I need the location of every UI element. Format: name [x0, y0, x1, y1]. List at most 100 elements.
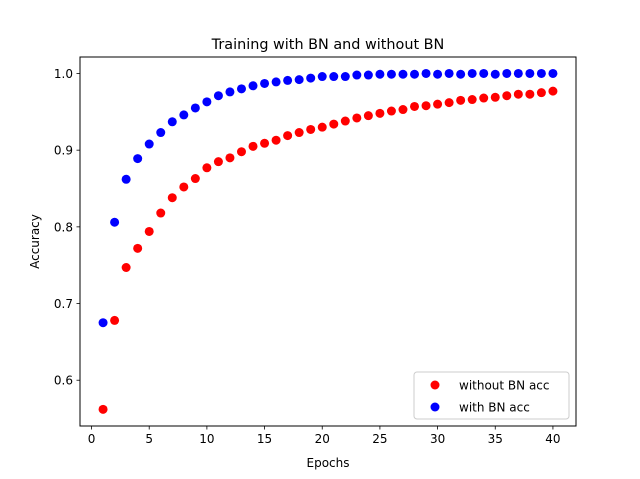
point-without-bn: [490, 92, 500, 102]
plot-frame: [79, 56, 577, 427]
point-with-bn: [202, 97, 212, 107]
point-with-bn: [98, 318, 108, 328]
point-with-bn: [421, 68, 431, 78]
point-without-bn: [536, 88, 546, 98]
x-tick-label: 25: [372, 432, 387, 446]
point-without-bn: [306, 124, 316, 134]
point-without-bn: [260, 138, 270, 148]
point-without-bn: [167, 193, 177, 203]
point-with-bn: [352, 70, 362, 80]
point-without-bn: [386, 106, 396, 116]
point-without-bn: [410, 101, 420, 111]
point-with-bn: [317, 72, 327, 82]
y-tick-label: 0.8: [54, 220, 73, 234]
legend-label-without-bn: without BN acc: [459, 379, 550, 393]
point-without-bn: [467, 95, 477, 105]
point-with-bn: [283, 75, 293, 85]
point-with-bn: [479, 68, 489, 78]
point-without-bn: [421, 101, 431, 111]
point-without-bn: [317, 122, 327, 132]
x-tick-label: 35: [488, 432, 503, 446]
point-without-bn: [144, 226, 154, 236]
point-with-bn: [133, 154, 143, 164]
series-without-bn: [98, 86, 558, 414]
point-with-bn: [236, 84, 246, 94]
point-without-bn: [363, 111, 373, 121]
y-axis-label: Accuracy: [28, 214, 42, 269]
point-without-bn: [525, 89, 535, 99]
point-with-bn: [410, 69, 420, 79]
point-without-bn: [283, 131, 293, 141]
point-with-bn: [225, 87, 235, 97]
point-without-bn: [156, 208, 166, 218]
point-with-bn: [502, 68, 512, 78]
point-with-bn: [190, 103, 200, 113]
x-tick-label: 5: [145, 432, 153, 446]
point-without-bn: [225, 153, 235, 163]
legend-marker-without-bn: [430, 380, 440, 390]
point-with-bn: [536, 68, 546, 78]
legend-label-with-bn: with BN acc: [459, 401, 530, 415]
point-without-bn: [479, 93, 489, 103]
point-without-bn: [456, 95, 466, 105]
point-without-bn: [398, 105, 408, 115]
x-tick-label: 20: [315, 432, 330, 446]
point-with-bn: [271, 77, 281, 87]
point-without-bn: [340, 116, 350, 126]
x-tick-label: 10: [199, 432, 214, 446]
point-with-bn: [456, 69, 466, 79]
point-without-bn: [236, 147, 246, 157]
point-with-bn: [340, 72, 350, 82]
legend-marker-with-bn: [430, 402, 440, 412]
x-tick-label: 15: [257, 432, 272, 446]
data-points: [98, 68, 558, 414]
point-without-bn: [433, 99, 443, 109]
point-without-bn: [179, 182, 189, 192]
point-with-bn: [144, 139, 154, 149]
point-without-bn: [121, 262, 131, 272]
point-without-bn: [513, 89, 523, 99]
point-with-bn: [363, 70, 373, 80]
legend-box: [413, 371, 570, 420]
point-with-bn: [260, 78, 270, 88]
axis-ticks: 0 5 10 15 20 25 30 35 40 0.6 0.7 0.8 0.9 1.0: [54, 67, 561, 446]
point-with-bn: [548, 68, 558, 78]
point-without-bn: [352, 113, 362, 123]
x-tick-label: 30: [430, 432, 445, 446]
point-without-bn: [202, 163, 212, 173]
point-without-bn: [98, 404, 108, 414]
y-tick-label: 1.0: [54, 67, 73, 81]
x-tick-label: 0: [88, 432, 96, 446]
y-tick-label: 0.9: [54, 144, 73, 158]
chart-title: Training with BN and without BN: [211, 37, 445, 53]
point-with-bn: [167, 117, 177, 127]
point-without-bn: [271, 135, 281, 145]
point-without-bn: [213, 157, 223, 167]
point-with-bn: [490, 69, 500, 79]
point-with-bn: [467, 68, 477, 78]
point-with-bn: [110, 217, 120, 227]
point-with-bn: [525, 68, 535, 78]
point-with-bn: [213, 91, 223, 101]
point-without-bn: [133, 243, 143, 253]
point-without-bn: [548, 86, 558, 96]
point-with-bn: [375, 69, 385, 79]
y-tick-label: 0.7: [54, 297, 73, 311]
point-with-bn: [329, 72, 339, 82]
series-with-bn: [98, 68, 558, 328]
point-with-bn: [398, 69, 408, 79]
y-tick-label: 0.6: [54, 374, 73, 388]
point-with-bn: [306, 73, 316, 83]
point-with-bn: [156, 128, 166, 138]
point-without-bn: [502, 91, 512, 101]
point-with-bn: [433, 69, 443, 79]
point-without-bn: [444, 98, 454, 108]
point-with-bn: [294, 75, 304, 85]
point-without-bn: [110, 315, 120, 325]
point-without-bn: [375, 108, 385, 118]
point-without-bn: [248, 141, 258, 151]
x-axis-label: Epochs: [307, 456, 350, 470]
point-with-bn: [248, 81, 258, 91]
legend: without BN acc with BN acc: [413, 371, 570, 420]
